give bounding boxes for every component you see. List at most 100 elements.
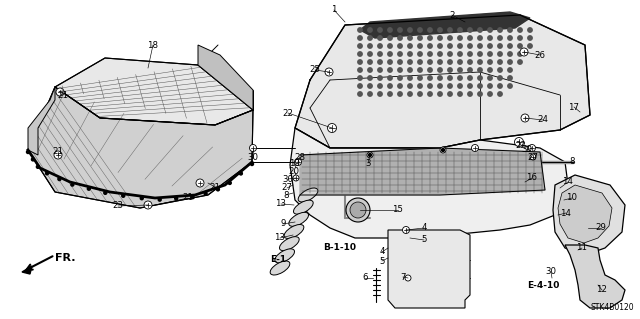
Circle shape: [36, 165, 40, 168]
Circle shape: [520, 48, 528, 56]
Circle shape: [418, 44, 422, 48]
Circle shape: [508, 60, 512, 64]
Text: 21: 21: [58, 91, 68, 100]
Circle shape: [478, 68, 482, 72]
Circle shape: [468, 76, 472, 80]
Circle shape: [488, 52, 492, 56]
Text: 15: 15: [392, 205, 403, 214]
Circle shape: [398, 76, 402, 80]
Circle shape: [418, 76, 422, 80]
Text: 30: 30: [248, 153, 259, 162]
Polygon shape: [28, 87, 253, 208]
Text: 30: 30: [522, 145, 532, 154]
Circle shape: [478, 36, 482, 40]
Circle shape: [428, 60, 432, 64]
Circle shape: [54, 151, 62, 159]
Circle shape: [508, 44, 512, 48]
Circle shape: [388, 44, 392, 48]
Circle shape: [250, 145, 257, 152]
Text: 23: 23: [113, 202, 124, 211]
Circle shape: [325, 68, 333, 76]
Ellipse shape: [289, 212, 308, 226]
Text: 27: 27: [282, 183, 292, 192]
Circle shape: [398, 28, 402, 32]
Circle shape: [204, 192, 207, 195]
Circle shape: [428, 84, 432, 88]
Circle shape: [448, 44, 452, 48]
Circle shape: [448, 84, 452, 88]
Circle shape: [498, 92, 502, 96]
Circle shape: [528, 36, 532, 40]
Circle shape: [378, 92, 382, 96]
Circle shape: [488, 28, 492, 32]
Circle shape: [71, 183, 74, 186]
Circle shape: [442, 149, 445, 152]
Text: 19: 19: [289, 159, 300, 167]
Circle shape: [144, 201, 152, 209]
Text: 16: 16: [527, 174, 538, 182]
Circle shape: [196, 179, 204, 187]
Circle shape: [468, 52, 472, 56]
Circle shape: [26, 151, 29, 153]
Circle shape: [448, 92, 452, 96]
Circle shape: [56, 88, 64, 96]
Circle shape: [488, 36, 492, 40]
Circle shape: [398, 84, 402, 88]
Circle shape: [369, 153, 371, 157]
Text: 25: 25: [310, 65, 321, 75]
Circle shape: [398, 52, 402, 56]
Circle shape: [408, 84, 412, 88]
Circle shape: [458, 68, 462, 72]
Circle shape: [468, 36, 472, 40]
Circle shape: [438, 44, 442, 48]
Polygon shape: [388, 230, 470, 308]
Circle shape: [388, 52, 392, 56]
Circle shape: [458, 44, 462, 48]
Text: E-4-10: E-4-10: [527, 280, 559, 290]
Circle shape: [408, 36, 412, 40]
Circle shape: [438, 52, 442, 56]
Circle shape: [438, 76, 442, 80]
Circle shape: [472, 145, 479, 152]
Circle shape: [228, 182, 231, 184]
Ellipse shape: [284, 225, 304, 239]
Circle shape: [140, 197, 143, 200]
Text: 22: 22: [515, 140, 527, 150]
Circle shape: [367, 152, 373, 158]
Circle shape: [508, 76, 512, 80]
Circle shape: [418, 52, 422, 56]
Text: 24: 24: [538, 115, 548, 124]
Circle shape: [378, 68, 382, 72]
Circle shape: [418, 60, 422, 64]
Circle shape: [418, 92, 422, 96]
Circle shape: [378, 44, 382, 48]
Circle shape: [498, 84, 502, 88]
Circle shape: [408, 68, 412, 72]
Circle shape: [498, 36, 502, 40]
Circle shape: [378, 84, 382, 88]
Circle shape: [368, 76, 372, 80]
Text: 21: 21: [52, 147, 63, 157]
Circle shape: [508, 28, 512, 32]
Text: 29: 29: [596, 224, 607, 233]
Text: 30: 30: [545, 268, 557, 277]
Text: STK4B0120: STK4B0120: [590, 302, 634, 311]
Circle shape: [428, 28, 432, 32]
Circle shape: [368, 60, 372, 64]
Circle shape: [518, 28, 522, 32]
Circle shape: [488, 84, 492, 88]
Circle shape: [368, 92, 372, 96]
Circle shape: [368, 44, 372, 48]
Circle shape: [458, 60, 462, 64]
Circle shape: [388, 76, 392, 80]
Circle shape: [528, 44, 532, 48]
Circle shape: [350, 202, 366, 218]
Circle shape: [468, 28, 472, 32]
Circle shape: [458, 52, 462, 56]
Text: 6: 6: [362, 273, 368, 283]
Text: 18: 18: [147, 41, 159, 49]
Circle shape: [448, 68, 452, 72]
Circle shape: [438, 28, 442, 32]
Circle shape: [528, 28, 532, 32]
Circle shape: [428, 68, 432, 72]
